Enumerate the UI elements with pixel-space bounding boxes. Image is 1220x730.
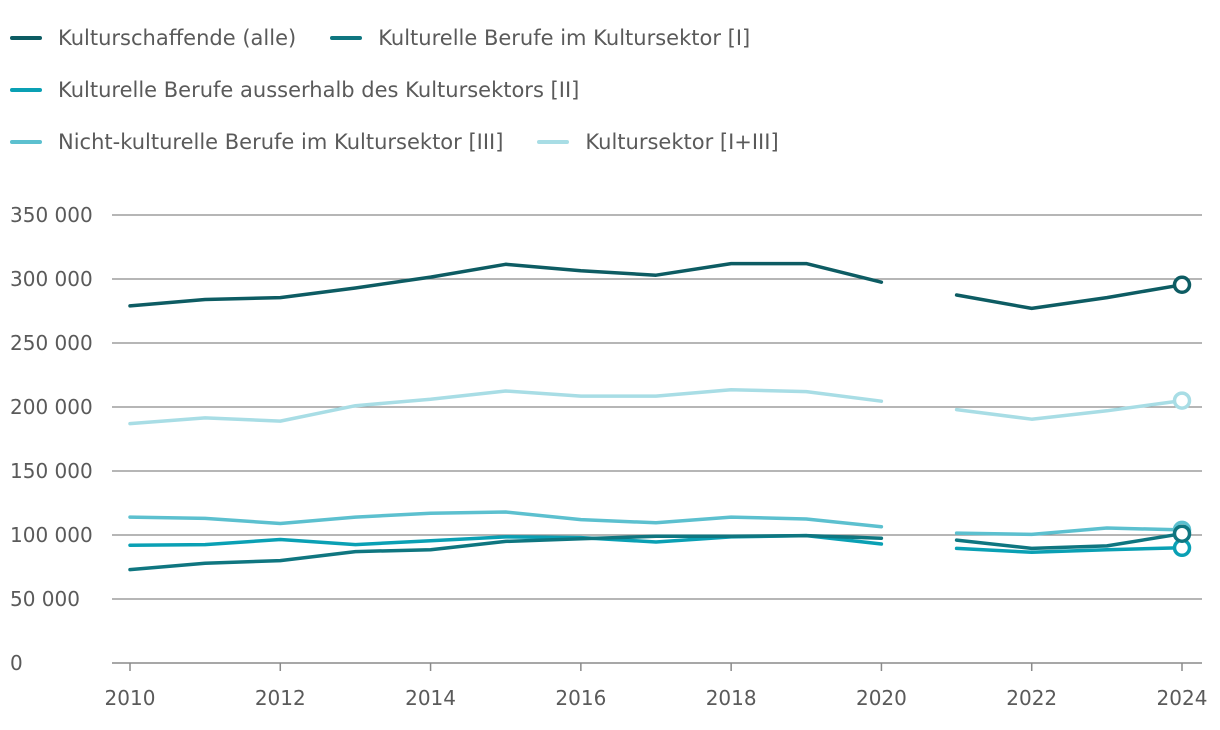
legend-swatch: [10, 36, 42, 40]
legend-label: Kulturschaffende (alle): [58, 26, 297, 50]
legend-item: Kulturelle Berufe im Kultursektor [I]: [330, 26, 750, 50]
legend-item: Kultursektor [I+III]: [537, 130, 779, 154]
legend-row: Kulturelle Berufe ausserhalb des Kulturs…: [10, 64, 1210, 116]
series-line-alle: [954, 283, 1184, 311]
x-tick-label: 2016: [555, 686, 606, 710]
legend-label: Nicht-kulturelle Berufe im Kultursektor …: [58, 130, 504, 154]
series-line-alle: [128, 261, 884, 308]
series-line-I: [128, 533, 884, 572]
legend-item: Kulturschaffende (alle): [10, 26, 296, 50]
y-tick-label: 250 000: [10, 331, 93, 355]
legend-item: Kulturelle Berufe ausserhalb des Kulturs…: [10, 78, 579, 102]
y-tick-label: 50 000: [10, 587, 80, 611]
series-line-I: [954, 531, 1184, 551]
legend-swatch: [330, 36, 363, 40]
legend-label: Kulturelle Berufe ausserhalb des Kulturs…: [58, 78, 580, 102]
legend-swatch: [10, 88, 42, 92]
y-tick-label: 0: [10, 651, 23, 675]
x-tick-label: 2018: [706, 686, 757, 710]
y-tick-label: 350 000: [10, 203, 93, 227]
x-tick-label: 2014: [405, 686, 456, 710]
y-tick-label: 300 000: [10, 267, 93, 291]
legend-label: Kultursektor [I+III]: [585, 130, 779, 154]
series-line-III: [128, 510, 884, 529]
last-point-marker: [1172, 391, 1192, 410]
y-tick-label: 150 000: [10, 459, 93, 483]
series-line-I+III: [128, 387, 884, 426]
x-tick-label: 2012: [255, 686, 306, 710]
x-tick-label: 2022: [1006, 686, 1057, 710]
x-tick-label: 2010: [105, 686, 156, 710]
series-line-II: [954, 546, 1184, 555]
y-tick-label: 100 000: [10, 523, 93, 547]
legend-swatch: [537, 140, 570, 144]
legend-label: Kulturelle Berufe im Kultursektor [I]: [378, 26, 751, 50]
legend-row: Kulturschaffende (alle) Kulturelle Berufe…: [10, 12, 1210, 64]
series-line-I+III: [954, 398, 1184, 421]
last-point-marker: [1172, 524, 1192, 543]
legend-row: Nicht-kulturelle Berufe im Kultursektor …: [10, 116, 1210, 168]
x-tick-label: 2024: [1157, 686, 1208, 710]
last-point-marker: [1172, 275, 1192, 295]
y-tick-label: 200 000: [10, 395, 93, 419]
legend: Kulturschaffende (alle) Kulturelle Berufe…: [10, 12, 1210, 168]
legend-swatch: [10, 140, 42, 144]
series-line-III: [954, 526, 1184, 537]
x-tick-label: 2020: [856, 686, 907, 710]
legend-item: Nicht-kulturelle Berufe im Kultursektor …: [10, 130, 503, 154]
